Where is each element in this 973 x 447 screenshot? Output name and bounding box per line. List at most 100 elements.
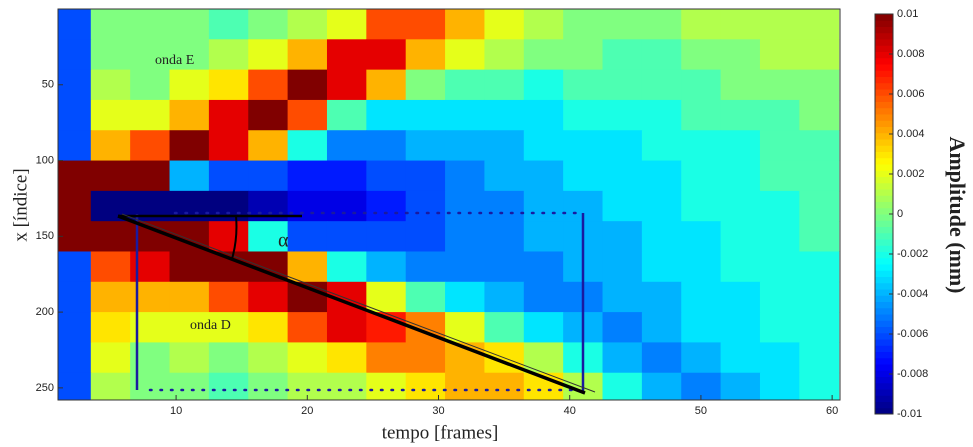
heatmap-cell bbox=[641, 130, 682, 162]
heatmap-cell bbox=[484, 372, 525, 400]
colorbar-swatch bbox=[875, 164, 893, 171]
heatmap-cell bbox=[326, 39, 367, 71]
heatmap-cell bbox=[366, 190, 407, 222]
heatmap-cell bbox=[208, 69, 249, 101]
heatmap-cell bbox=[326, 130, 367, 162]
heatmap-cell bbox=[641, 9, 682, 40]
colorbar-swatch bbox=[875, 370, 893, 377]
heatmap-cell bbox=[58, 39, 92, 71]
heatmap-cell bbox=[326, 221, 367, 252]
heatmap-cell bbox=[169, 281, 210, 313]
heatmap-cell bbox=[484, 312, 525, 343]
heatmap-cell bbox=[445, 130, 485, 162]
heatmap-cell bbox=[326, 190, 367, 222]
heatmap-cell bbox=[681, 160, 722, 192]
heatmap-cell bbox=[287, 39, 328, 71]
colorbar-tick-label: -0.002 bbox=[897, 248, 928, 260]
heatmap-cell bbox=[681, 342, 722, 374]
heatmap-cell bbox=[326, 160, 367, 192]
colorbar-swatch bbox=[875, 257, 893, 265]
heatmap-cell bbox=[445, 9, 485, 40]
heatmap-cell bbox=[720, 160, 761, 192]
heatmap-cell bbox=[405, 39, 446, 71]
heatmap-cell bbox=[58, 99, 92, 131]
heatmap-cell bbox=[799, 69, 840, 101]
heatmap-cell bbox=[720, 39, 761, 71]
heatmap-cell bbox=[405, 69, 446, 101]
heatmap-cell bbox=[523, 69, 564, 101]
heatmap-cell bbox=[602, 342, 643, 374]
colorbar-swatch bbox=[875, 295, 893, 302]
heatmap-cell bbox=[799, 372, 840, 400]
colorbar-swatch bbox=[875, 14, 893, 21]
heatmap-cell bbox=[563, 160, 604, 192]
annotation: α bbox=[278, 230, 289, 252]
colorbar-swatch bbox=[875, 307, 893, 315]
heatmap-cell bbox=[90, 221, 131, 252]
heatmap-cell bbox=[405, 160, 446, 192]
heatmap-cell bbox=[90, 39, 131, 71]
heatmap-cell bbox=[405, 281, 446, 313]
colorbar-swatch bbox=[875, 232, 893, 240]
y-tick-label: 200 bbox=[36, 306, 54, 318]
heatmap-cell bbox=[366, 9, 407, 40]
heatmap-cell bbox=[759, 190, 800, 222]
heatmap-cell bbox=[681, 281, 722, 313]
heatmap-cell bbox=[523, 99, 564, 131]
colorbar-swatch bbox=[875, 64, 893, 71]
heatmap-cell bbox=[169, 39, 210, 71]
heatmap-cell bbox=[484, 39, 525, 71]
heatmap-cell bbox=[169, 372, 210, 400]
colorbar-swatch bbox=[875, 382, 893, 390]
heatmap-cell bbox=[523, 130, 564, 162]
heatmap-cell bbox=[799, 281, 840, 313]
heatmap-cell bbox=[759, 342, 800, 374]
heatmap-cell bbox=[720, 251, 761, 283]
heatmap-cell bbox=[90, 9, 131, 40]
y-tick-label: 150 bbox=[36, 230, 54, 242]
heatmap-cell bbox=[287, 251, 328, 283]
heatmap-cell bbox=[248, 281, 289, 313]
heatmap-cell bbox=[58, 190, 92, 222]
heatmap-cell bbox=[326, 99, 367, 131]
colorbar-swatch bbox=[875, 95, 893, 102]
heatmap-cell bbox=[366, 372, 407, 400]
heatmap-cell bbox=[287, 99, 328, 131]
colorbar-swatch bbox=[875, 332, 893, 340]
heatmap-cell bbox=[445, 372, 485, 400]
heatmap-cell bbox=[169, 342, 210, 374]
heatmap-cell bbox=[287, 342, 328, 374]
heatmap-cell bbox=[208, 342, 249, 374]
heatmap-cell bbox=[405, 342, 446, 374]
annotation: onda E bbox=[155, 53, 194, 68]
heatmap-cell bbox=[208, 9, 249, 40]
heatmap-cell bbox=[366, 130, 407, 162]
heatmap-cell bbox=[523, 221, 564, 252]
heatmap-cell bbox=[759, 39, 800, 71]
heatmap-cell bbox=[130, 39, 171, 71]
colorbar-tick-label: 0.004 bbox=[897, 128, 925, 140]
colorbar-swatch bbox=[875, 351, 893, 359]
colorbar-swatch bbox=[875, 151, 893, 159]
heatmap-cell bbox=[484, 9, 525, 40]
heatmap-cell bbox=[287, 221, 328, 252]
colorbar-tick-label: 0.002 bbox=[897, 168, 925, 180]
heatmap-cell bbox=[720, 342, 761, 374]
heatmap-cell bbox=[208, 39, 249, 71]
heatmap-cell bbox=[641, 312, 682, 343]
colorbar-swatch bbox=[875, 120, 893, 127]
heatmap-cell bbox=[799, 39, 840, 71]
heatmap-cell bbox=[720, 190, 761, 222]
heatmap-cell bbox=[602, 99, 643, 131]
colorbar-swatch bbox=[875, 389, 893, 396]
colorbar-swatch bbox=[875, 301, 893, 309]
colorbar-swatch bbox=[875, 51, 893, 59]
x-tick-label: 60 bbox=[826, 405, 838, 417]
heatmap-cell bbox=[58, 372, 92, 400]
heatmap-cell bbox=[641, 221, 682, 252]
heatmap-cell bbox=[208, 251, 249, 283]
heatmap-cell bbox=[759, 69, 800, 101]
colorbar-swatch bbox=[875, 107, 893, 115]
colorbar-swatch bbox=[875, 339, 893, 346]
heatmap-cell bbox=[130, 9, 171, 40]
